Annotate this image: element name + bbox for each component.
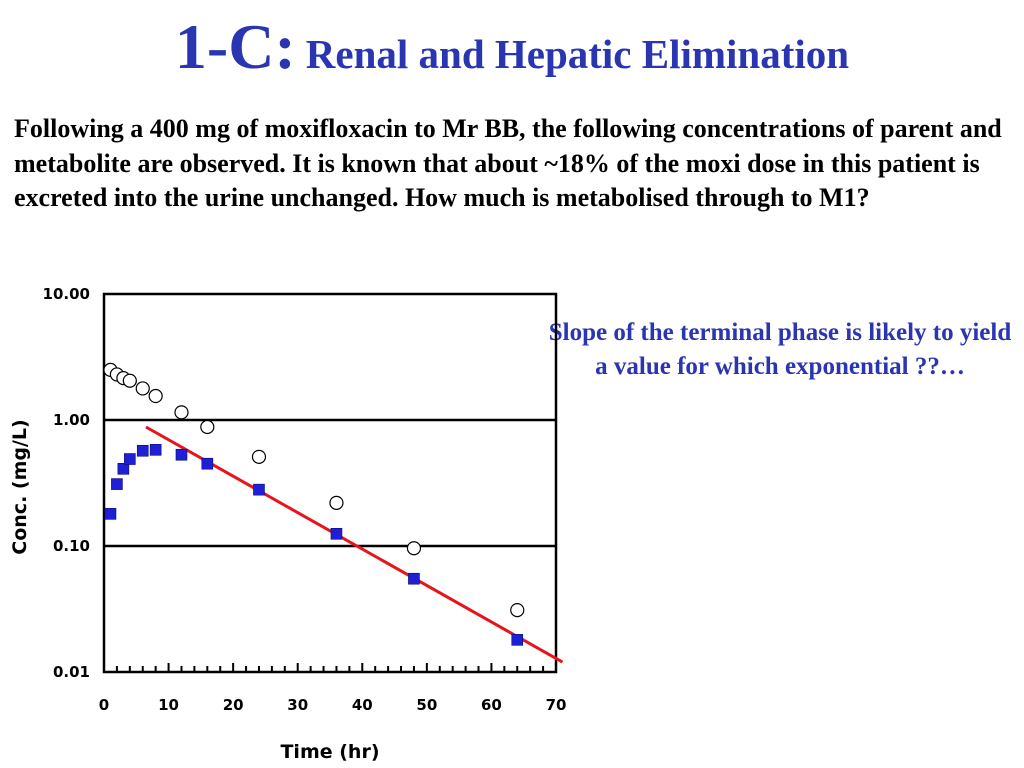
x-tick-label: 60 xyxy=(481,696,502,714)
y-tick-label: 10.00 xyxy=(43,285,90,303)
metabolite-data-point xyxy=(149,444,162,456)
parent-data-point xyxy=(329,495,344,510)
metabolite-data-point xyxy=(117,462,130,475)
parent-data-point xyxy=(406,541,422,556)
x-tick-label: 70 xyxy=(546,696,567,714)
parent-data-point xyxy=(135,381,150,396)
x-tick-label: 30 xyxy=(287,696,308,714)
title-text: Renal and Hepatic Elimination xyxy=(305,31,850,77)
metabolite-data-point xyxy=(408,572,420,585)
metabolite-data-point xyxy=(104,508,117,520)
x-tick-label: 10 xyxy=(158,696,179,714)
metabolite-data-point xyxy=(111,478,123,490)
title-number: 1-C: xyxy=(174,11,296,82)
y-axis-title: Conc. (mg/L) xyxy=(9,419,31,554)
parent-data-point xyxy=(148,388,163,404)
x-axis-title: Time (hr) xyxy=(280,741,379,763)
y-tick-label: 1.00 xyxy=(53,411,90,429)
parent-data-point xyxy=(174,405,189,420)
x-tick-label: 0 xyxy=(99,696,109,714)
slope-note: Slope of the terminal phase is likely to… xyxy=(548,319,1012,380)
parent-data-point xyxy=(251,449,267,464)
x-tick-label: 50 xyxy=(416,696,437,714)
plot-frame xyxy=(102,292,558,674)
metabolite-data-point xyxy=(136,444,149,457)
concentration-time-chart: 0 10 20 30 40 50 60 70 10.00 1.00 0.10 0.01 Time (hr… xyxy=(9,285,567,763)
y-tick-label: 0.10 xyxy=(53,537,90,555)
x-tick-label: 20 xyxy=(223,696,244,714)
metabolite-data-point xyxy=(201,457,214,470)
parent-data-point xyxy=(510,602,525,618)
question-text: Following a 400 mg of moxifloxacin to Mr… xyxy=(14,114,1002,212)
terminal-phase-fit-line xyxy=(145,425,564,664)
metabolite-data-point xyxy=(253,483,265,496)
metabolite-data-point xyxy=(124,453,136,465)
metabolite-data-point xyxy=(175,448,188,461)
parent-data-point xyxy=(200,419,215,435)
x-tick-label: 40 xyxy=(352,696,373,714)
y-tick-label: 0.01 xyxy=(53,663,90,681)
metabolite-data-point xyxy=(330,527,343,540)
parent-data-point xyxy=(122,373,137,388)
slide-title: 1-C: Renal and Hepatic Elimination xyxy=(0,10,1024,84)
metabolite-data-point xyxy=(511,634,524,646)
